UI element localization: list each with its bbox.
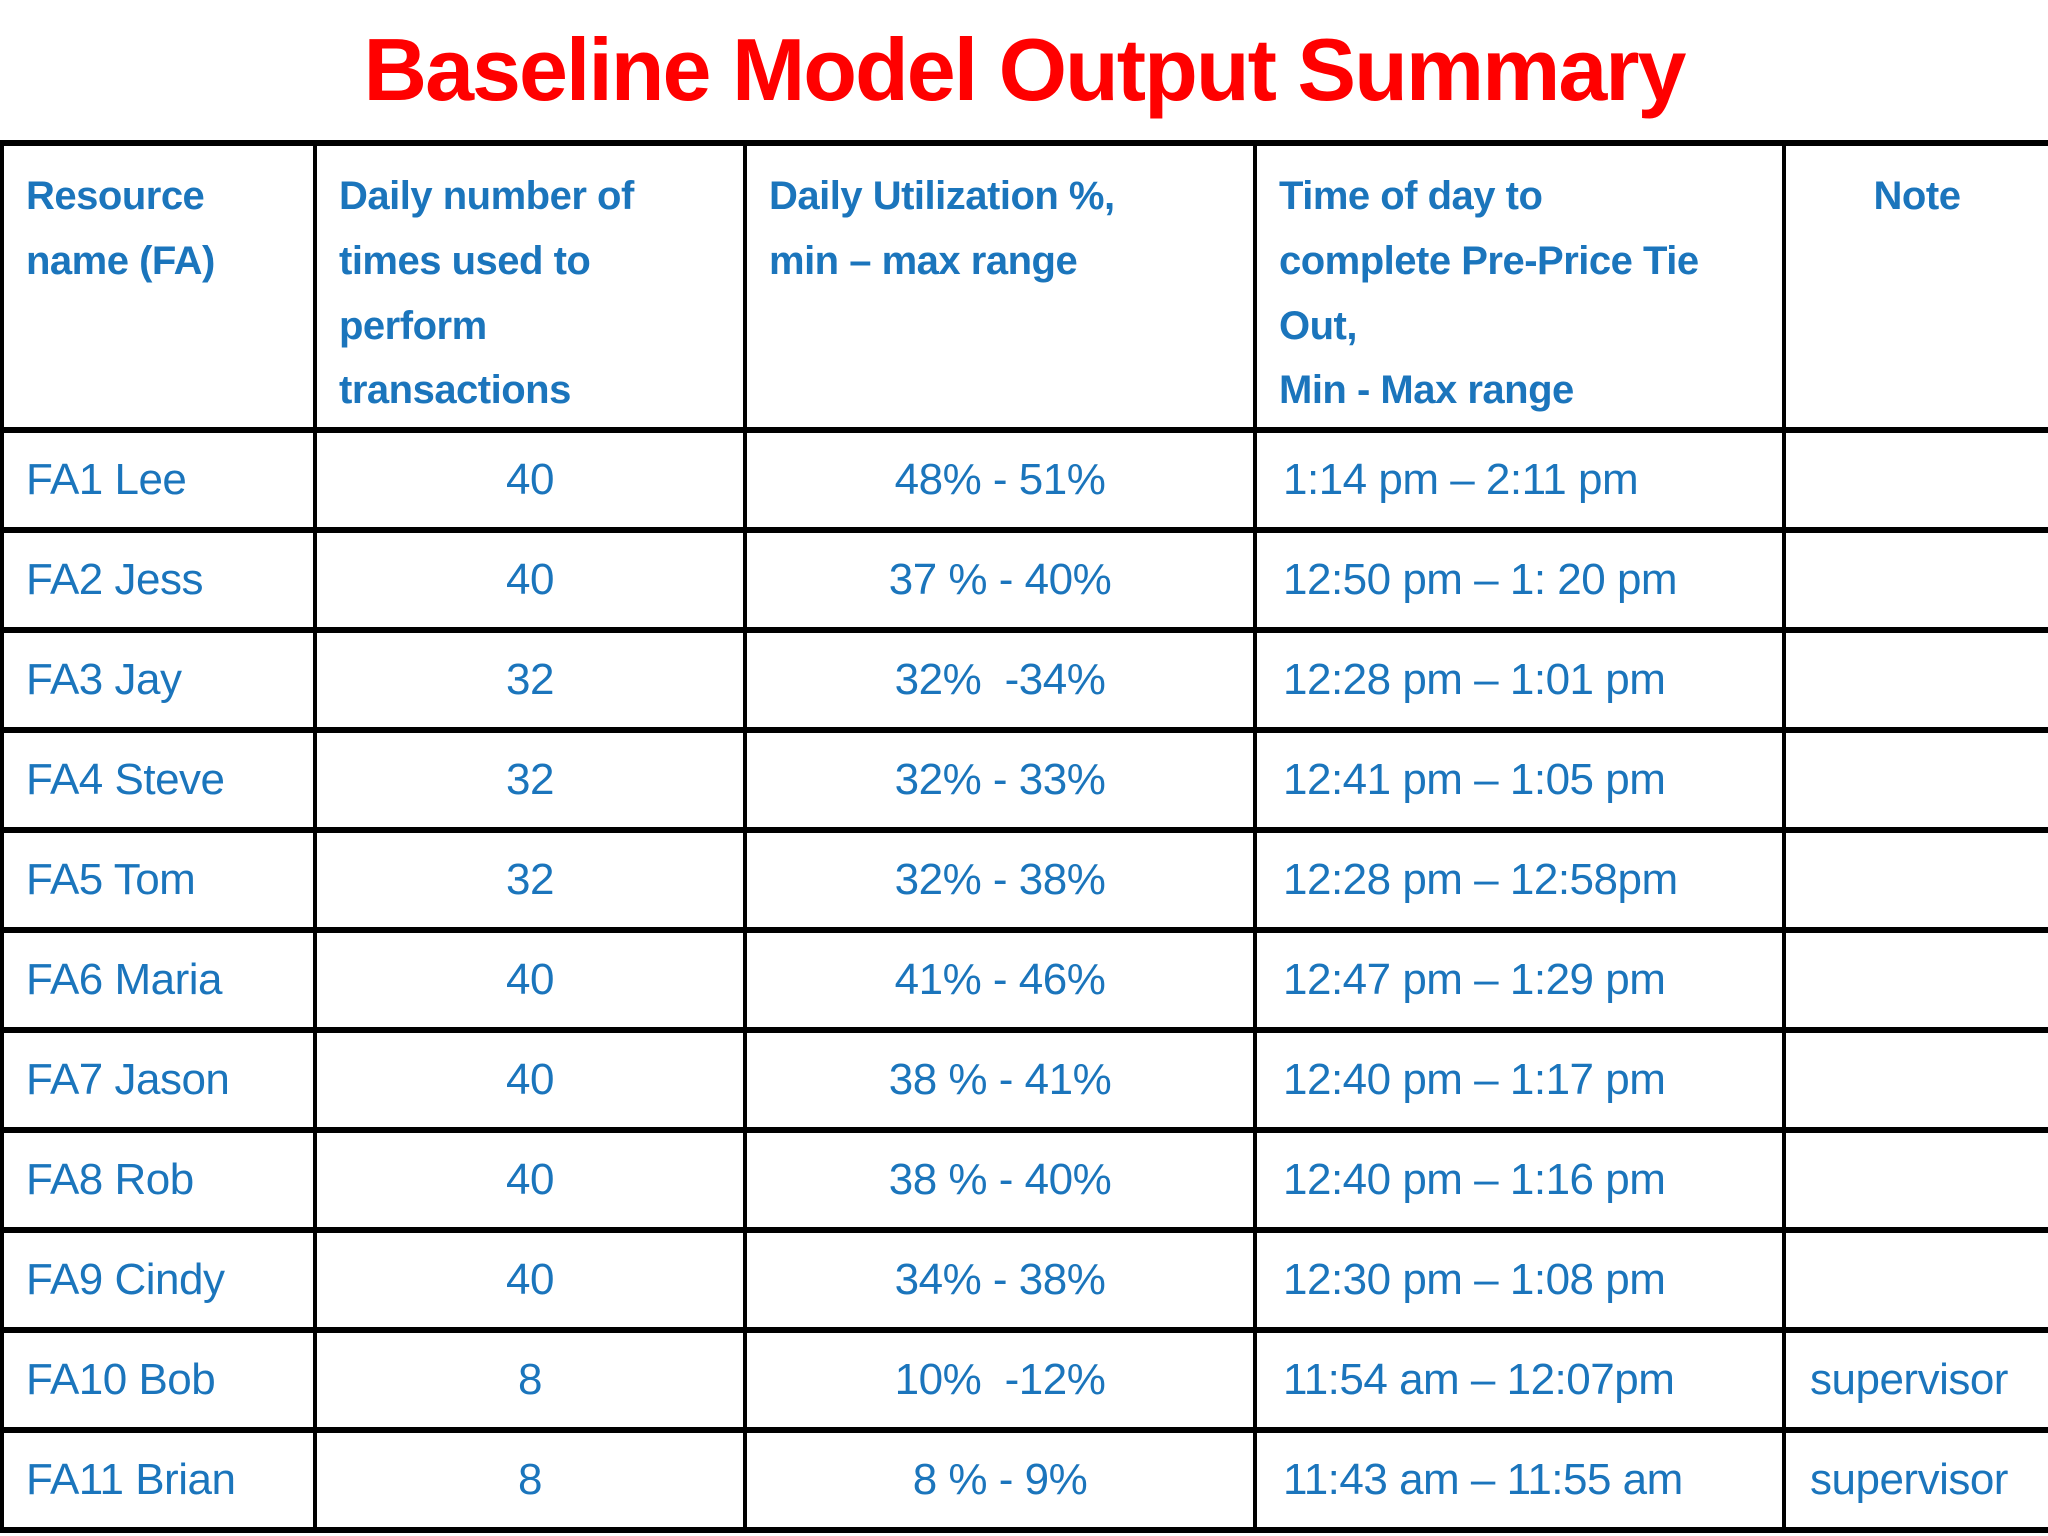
cell-daily-times-used: 32 [313, 727, 747, 833]
cell-daily-utilization: 37 % - 40% [743, 527, 1257, 633]
table-row: FA3 Jay 32 32% -34% 12:28 pm – 1:01 pm [0, 627, 2048, 733]
table-row: FA9 Cindy 40 34% - 38% 12:30 pm – 1:08 p… [0, 1227, 2048, 1333]
cell-daily-times-used: 32 [313, 627, 747, 733]
cell-daily-times-used: 8 [313, 1427, 747, 1533]
cell-daily-utilization: 38 % - 41% [743, 1027, 1257, 1133]
table-row: FA5 Tom 32 32% - 38% 12:28 pm – 12:58pm [0, 827, 2048, 933]
cell-daily-times-used: 40 [313, 1127, 747, 1233]
cell-resource-name: FA8 Rob [0, 1127, 317, 1233]
cell-note [1782, 627, 2048, 733]
cell-note [1782, 827, 2048, 933]
col-header-daily-times-used: Daily number of times used to perform tr… [313, 140, 747, 433]
cell-time-of-day: 12:28 pm – 12:58pm [1253, 827, 1786, 933]
cell-resource-name: FA9 Cindy [0, 1227, 317, 1333]
cell-daily-times-used: 40 [313, 527, 747, 633]
cell-time-of-day: 11:43 am – 11:55 am [1253, 1427, 1786, 1533]
cell-time-of-day: 12:40 pm – 1:16 pm [1253, 1127, 1786, 1233]
cell-time-of-day: 11:54 am – 12:07pm [1253, 1327, 1786, 1433]
cell-daily-times-used: 40 [313, 427, 747, 533]
cell-resource-name: FA6 Maria [0, 927, 317, 1033]
table-row: FA6 Maria 40 41% - 46% 12:47 pm – 1:29 p… [0, 927, 2048, 1033]
cell-time-of-day: 12:50 pm – 1: 20 pm [1253, 527, 1786, 633]
cell-time-of-day: 12:40 pm – 1:17 pm [1253, 1027, 1786, 1133]
cell-daily-times-used: 32 [313, 827, 747, 933]
header-row: Resource name (FA) Daily number of times… [0, 140, 2048, 433]
table-row: FA8 Rob 40 38 % - 40% 12:40 pm – 1:16 pm [0, 1127, 2048, 1233]
cell-daily-utilization: 41% - 46% [743, 927, 1257, 1033]
table-body: FA1 Lee 40 48% - 51% 1:14 pm – 2:11 pm F… [0, 427, 2048, 1533]
cell-daily-utilization: 32% - 38% [743, 827, 1257, 933]
cell-note [1782, 1027, 2048, 1133]
cell-resource-name: FA11 Brian [0, 1427, 317, 1533]
cell-time-of-day: 12:30 pm – 1:08 pm [1253, 1227, 1786, 1333]
cell-time-of-day: 12:28 pm – 1:01 pm [1253, 627, 1786, 733]
cell-daily-utilization: 32% -34% [743, 627, 1257, 733]
table-row: FA7 Jason 40 38 % - 41% 12:40 pm – 1:17 … [0, 1027, 2048, 1133]
table-row: FA2 Jess 40 37 % - 40% 12:50 pm – 1: 20 … [0, 527, 2048, 633]
cell-daily-utilization: 48% - 51% [743, 427, 1257, 533]
cell-resource-name: FA4 Steve [0, 727, 317, 833]
table-row: FA10 Bob 8 10% -12% 11:54 am – 12:07pm s… [0, 1327, 2048, 1433]
cell-daily-utilization: 38 % - 40% [743, 1127, 1257, 1233]
cell-daily-times-used: 8 [313, 1327, 747, 1433]
cell-resource-name: FA10 Bob [0, 1327, 317, 1433]
cell-time-of-day: 1:14 pm – 2:11 pm [1253, 427, 1786, 533]
cell-note: supervisor [1782, 1427, 2048, 1533]
table-row: FA1 Lee 40 48% - 51% 1:14 pm – 2:11 pm [0, 427, 2048, 533]
cell-daily-utilization: 10% -12% [743, 1327, 1257, 1433]
cell-resource-name: FA1 Lee [0, 427, 317, 533]
cell-note [1782, 527, 2048, 633]
col-header-note: Note [1782, 140, 2048, 433]
col-header-time-of-day: Time of day to complete Pre-Price Tie Ou… [1253, 140, 1786, 433]
cell-note [1782, 927, 2048, 1033]
cell-time-of-day: 12:41 pm – 1:05 pm [1253, 727, 1786, 833]
cell-note [1782, 727, 2048, 833]
title-band: Baseline Model Output Summary [0, 0, 2048, 140]
cell-time-of-day: 12:47 pm – 1:29 pm [1253, 927, 1786, 1033]
table-row: FA4 Steve 32 32% - 33% 12:41 pm – 1:05 p… [0, 727, 2048, 833]
cell-daily-utilization: 34% - 38% [743, 1227, 1257, 1333]
cell-daily-times-used: 40 [313, 1227, 747, 1333]
cell-resource-name: FA5 Tom [0, 827, 317, 933]
cell-daily-times-used: 40 [313, 927, 747, 1033]
page-title: Baseline Model Output Summary [363, 20, 1687, 119]
cell-resource-name: FA2 Jess [0, 527, 317, 633]
col-header-resource-name: Resource name (FA) [0, 140, 317, 433]
baseline-summary-table: Resource name (FA) Daily number of times… [0, 140, 2048, 1533]
cell-resource-name: FA3 Jay [0, 627, 317, 733]
cell-resource-name: FA7 Jason [0, 1027, 317, 1133]
cell-note [1782, 1127, 2048, 1233]
cell-note: supervisor [1782, 1327, 2048, 1433]
col-header-daily-utilization: Daily Utilization %, min – max range [743, 140, 1257, 433]
cell-daily-times-used: 40 [313, 1027, 747, 1133]
table-row: FA11 Brian 8 8 % - 9% 11:43 am – 11:55 a… [0, 1427, 2048, 1533]
cell-daily-utilization: 8 % - 9% [743, 1427, 1257, 1533]
cell-daily-utilization: 32% - 33% [743, 727, 1257, 833]
cell-note [1782, 427, 2048, 533]
cell-note [1782, 1227, 2048, 1333]
